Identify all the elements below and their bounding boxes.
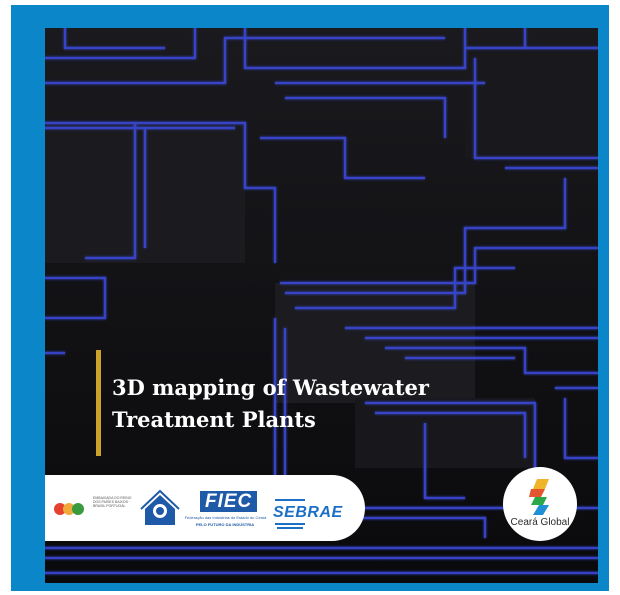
fiec-tagline: PELO FUTURO DA INDÚSTRIA: [195, 522, 255, 527]
circuit-artwork: 3D mapping of Wastewater Treatment Plant…: [45, 28, 598, 583]
rbp-logo-mark: [54, 503, 84, 515]
sponsor-logo-graphics: [54, 489, 305, 529]
sebrae-logo: SEBRAE: [273, 504, 343, 521]
sponsor-logos-strip: EMBAIXADA DO REINO DOS PAÍSES BAIXOS · B…: [45, 475, 365, 541]
fiec-logo: FIEC: [200, 491, 258, 512]
ceara-global-icon: [529, 479, 549, 515]
institution-shield-logo: [140, 489, 180, 525]
headline-line-2: Treatment Plants: [112, 407, 316, 432]
ceara-global-label: Ceará Global: [510, 517, 570, 528]
blue-frame: 3D mapping of Wastewater Treatment Plant…: [11, 5, 609, 591]
ceara-global-badge: Ceará Global: [503, 467, 577, 541]
headline: 3D mapping of Wastewater Treatment Plant…: [112, 372, 532, 436]
rbp-logo-text: EMBAIXADA DO REINO DOS PAÍSES BAIXOS · B…: [93, 496, 132, 508]
headline-line-1: 3D mapping of Wastewater: [112, 375, 429, 400]
fiec-subtitle: Federação das Indústrias do Estado do Ce…: [184, 515, 267, 520]
gold-accent-bar: [96, 350, 101, 456]
sebrae-stripes: [275, 499, 305, 529]
